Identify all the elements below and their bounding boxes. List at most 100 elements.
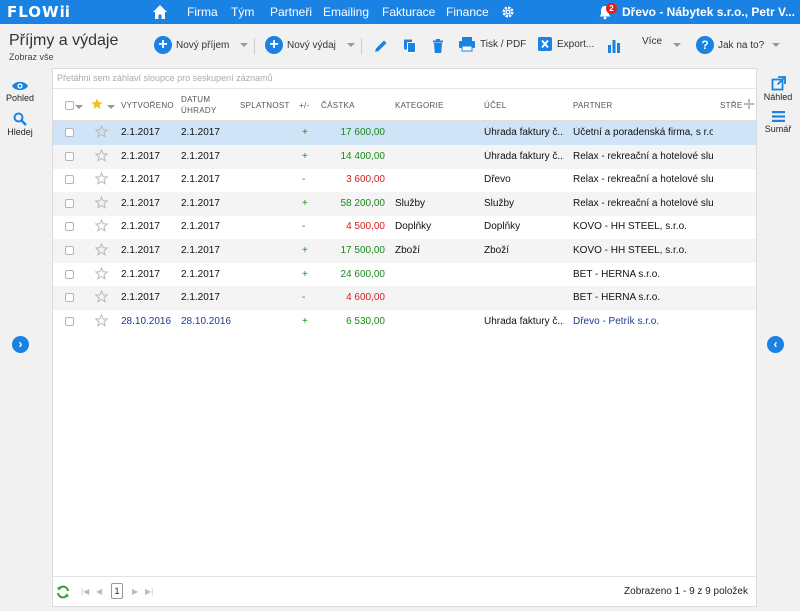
grid-footer: |◀ ◀ 1 ▶ ▶| Zobrazeno 1 - 9 z 9 položek [53,576,756,606]
star-icon[interactable] [95,266,108,280]
table-row[interactable]: 2.1.2017 2.1.2017 - 4 600,00 BET - HERNA s.r… [53,286,756,311]
export-button[interactable]: Export... [537,36,594,52]
column-category[interactable]: KATEGORIE [395,101,444,110]
cell-created: 2.1.2017 [121,127,160,138]
company-switcher[interactable]: Dřevo - Nábytek s.r.o., Petr V... [622,5,795,19]
preview-button[interactable]: Náhled [758,76,798,102]
trash-icon[interactable] [430,38,446,54]
table-row[interactable]: 2.1.2017 2.1.2017 - 4 500,00 Doplňky Doplňky K… [53,215,756,239]
table-row[interactable]: 2.1.2017 2.1.2017 +17 600,00 Úhrada faktury… [53,121,756,145]
nav-item-partneri[interactable]: Partneři [270,5,313,19]
star-icon[interactable] [95,290,108,304]
expand-right-panel-icon[interactable]: ‹ [767,336,784,353]
how-to-button[interactable]: ? Jak na to? [696,36,764,54]
select-all-checkbox[interactable] [65,101,74,110]
print-pdf-button[interactable]: Tisk / PDF [458,36,526,52]
gear-icon[interactable] [501,5,515,19]
search-button[interactable]: Hledej [0,112,40,137]
view-button[interactable]: Pohled [0,80,40,103]
row-checkbox[interactable] [65,151,74,161]
cell-purpose: Úhrada faktury č.... [484,127,564,138]
column-created[interactable]: VYTVOŘENO [121,101,174,110]
row-checkbox[interactable] [65,198,74,208]
app-logo[interactable]: FLOWii [7,3,70,21]
summary-button[interactable]: Sumář [758,110,798,134]
home-icon[interactable] [152,4,168,20]
cell-partner: KOVO - HH STEEL, s.r.o. [573,221,687,233]
star-icon[interactable] [95,195,108,209]
cell-paid: 2.1.2017 [181,268,220,280]
column-paid-date[interactable]: DATUM ÚHRADY [181,95,217,115]
row-checkbox[interactable] [65,246,74,255]
row-checkbox[interactable] [65,269,74,279]
column-center[interactable]: STŘE [720,101,743,110]
star-dropdown-icon[interactable] [107,105,115,109]
add-column-icon[interactable] [744,99,754,109]
table-row[interactable]: 2.1.2017 2.1.2017 - 3 600,00 Dřevo Relax - re… [53,168,756,192]
help-icon: ? [696,36,714,54]
column-partner[interactable]: PARTNER [573,101,613,110]
new-income-dropdown-icon[interactable] [240,43,248,47]
pencil-icon[interactable] [373,38,389,54]
nav-item-tym[interactable]: Tým [231,5,255,19]
column-amount[interactable]: ČÁSTKA [321,101,355,110]
select-dropdown-icon[interactable] [75,105,83,109]
copy-icon[interactable] [402,38,418,54]
star-icon[interactable] [95,313,108,327]
cell-category: Zboží [395,245,421,256]
row-checkbox[interactable] [65,175,74,185]
table-row[interactable]: 2.1.2017 2.1.2017 +58 200,00 Služby Služby Re… [53,191,756,216]
next-page-icon[interactable]: ▶ [132,587,139,596]
cell-created: 2.1.2017 [121,245,160,256]
cell-category: Doplňky [395,221,432,233]
table-row[interactable]: 2.1.2017 2.1.2017 +14 400,00 Úhrada faktury… [53,144,756,169]
table-row[interactable]: 28.10.2016 28.10.2016 +6 530,00 Úhrada fakt… [53,310,756,334]
new-expense-dropdown-icon[interactable] [347,43,355,47]
row-checkbox[interactable] [65,222,74,232]
first-page-icon[interactable]: |◀ [81,587,90,596]
new-income-button[interactable]: + Nový příjem [154,36,229,54]
left-sidebar: Pohled Hledej › [0,68,40,611]
chart-icon[interactable] [606,38,622,54]
cell-sign: + [302,315,308,327]
row-checkbox[interactable] [65,128,74,137]
row-checkbox[interactable] [65,293,74,303]
star-icon[interactable] [95,125,108,138]
row-checkbox[interactable] [65,316,74,326]
star-icon[interactable] [95,148,108,162]
star-icon[interactable] [95,219,108,233]
star-icon[interactable] [95,172,108,186]
expand-left-panel-icon[interactable]: › [12,336,29,353]
table-row[interactable]: 2.1.2017 2.1.2017 +17 500,00 Zboží Zboží KOVO… [53,239,756,263]
new-expense-button[interactable]: + Nový výdaj [265,36,336,54]
column-due[interactable]: SPLATNOST [240,101,290,110]
nav-item-finance[interactable]: Finance [446,5,489,19]
prev-page-icon[interactable]: ◀ [96,587,103,596]
filter-label[interactable]: Zobraz vše [9,52,54,62]
right-sidebar: Náhled Sumář ‹ [758,68,800,611]
column-purpose[interactable]: ÚČEL [484,101,507,110]
cell-sign: + [302,245,308,256]
cell-purpose: Úhrada faktury č.... [484,315,564,327]
cell-amount: 17 500,00 [340,245,386,256]
cell-created: 2.1.2017 [121,174,160,186]
table-row[interactable]: 2.1.2017 2.1.2017 +24 600,00 BET - HERNA s.… [53,263,756,287]
more-dropdown-icon[interactable] [673,43,681,47]
how-to-dropdown-icon[interactable] [772,43,780,47]
more-button[interactable]: Více [642,36,663,47]
star-icon[interactable] [95,243,108,256]
last-page-icon[interactable]: ▶| [145,587,154,596]
cell-purpose: Doplňky [484,221,521,233]
refresh-icon[interactable] [56,585,70,599]
top-navbar: FLOWii Firma Tým Partneři Emailing Faktu… [0,0,800,24]
cell-created: 2.1.2017 [121,197,160,209]
eye-icon [12,81,28,91]
nav-item-fakturace[interactable]: Fakturace [382,5,436,19]
nav-item-emailing[interactable]: Emailing [323,5,370,19]
star-header-icon[interactable] [91,98,103,110]
group-drop-zone[interactable]: Přetáhni sem záhlaví sloupce pro seskupe… [53,69,756,89]
current-page[interactable]: 1 [111,583,123,599]
nav-item-firma[interactable]: Firma [187,5,218,19]
column-sign[interactable]: +/- [299,101,310,110]
cell-purpose: Úhrada faktury č.... [484,150,564,162]
